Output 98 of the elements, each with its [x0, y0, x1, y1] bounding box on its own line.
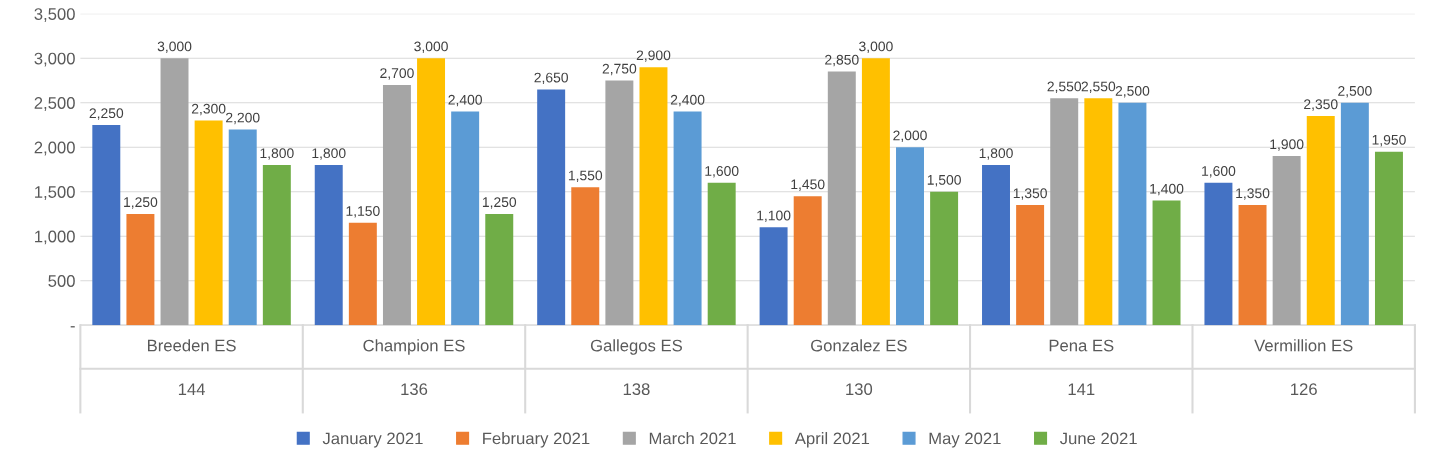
- data-label: 1,250: [482, 197, 517, 209]
- data-label: 2,550: [1047, 81, 1082, 93]
- legend-label: April 2021: [794, 432, 870, 448]
- bar: [194, 120, 223, 326]
- bar: [861, 58, 890, 326]
- bar: [1272, 156, 1301, 326]
- y-tick-label: 1,500: [35, 186, 75, 200]
- data-label: 2,500: [1338, 85, 1372, 98]
- data-label: 2,200: [226, 112, 260, 125]
- bar: [1374, 151, 1403, 326]
- bar: [537, 89, 566, 326]
- data-label: 1,150: [346, 206, 380, 218]
- bar: [673, 111, 702, 326]
- x-tick-label: Gonzalez ES: [811, 339, 907, 352]
- text: 130: [846, 383, 873, 396]
- y-tick-label: 3,000: [34, 52, 75, 67]
- data-label: 2,900: [636, 50, 671, 62]
- bar: [930, 191, 959, 326]
- bar: [1306, 116, 1335, 326]
- bar: [485, 213, 514, 326]
- text: 144: [178, 383, 205, 395]
- bar: [126, 213, 155, 326]
- bar: [1016, 205, 1045, 326]
- data-label: 1,800: [979, 148, 1013, 160]
- y-tick-label: 2,500: [34, 97, 75, 111]
- bar: [759, 227, 788, 326]
- legend-label: January 2021: [322, 432, 423, 448]
- data-label: 1,950: [1372, 134, 1406, 147]
- data-label: 2,400: [448, 94, 482, 107]
- data-label: 2,300: [191, 103, 226, 116]
- bar: [793, 196, 822, 326]
- legend-label: June 2021: [1059, 432, 1137, 445]
- bar: [262, 165, 291, 326]
- bar: [228, 129, 257, 326]
- data-label: 1,450: [791, 179, 825, 191]
- y-tick-label: 3,500: [34, 8, 75, 22]
- data-label: 2,350: [1304, 99, 1338, 111]
- bar: [827, 71, 856, 326]
- y-tick-label: -: [70, 326, 75, 328]
- data-label: 1,350: [1013, 188, 1047, 200]
- x-tick-label: Pena ES: [1049, 339, 1114, 352]
- bar: [348, 222, 377, 326]
- bar: [451, 111, 480, 326]
- data-label: 3,000: [414, 41, 448, 53]
- bar: [605, 80, 634, 326]
- x-tick-label: Champion ES: [363, 339, 465, 355]
- legend-label: March 2021: [649, 432, 736, 445]
- data-label: 2,550: [1081, 81, 1116, 93]
- text: 126: [1291, 383, 1317, 396]
- bar: [707, 182, 736, 326]
- data-label: 1,600: [705, 166, 739, 178]
- bar: [1204, 182, 1233, 326]
- bar: [896, 147, 924, 326]
- data-label: 1,800: [312, 148, 346, 160]
- x-tick-label: Breeden ES: [148, 339, 236, 352]
- data-label: 1,800: [260, 148, 294, 160]
- data-label: 2,000: [893, 130, 927, 142]
- data-label: 2,400: [670, 94, 705, 107]
- data-label: 1,400: [1150, 183, 1184, 196]
- data-label: 2,850: [825, 54, 859, 67]
- bar: [1340, 102, 1369, 326]
- bar: [1152, 200, 1181, 326]
- bar: [571, 187, 600, 326]
- data-label: 1,100: [757, 210, 791, 223]
- bar: [382, 84, 411, 326]
- data-label: 1,350: [1236, 188, 1270, 200]
- data-label: 2,700: [380, 68, 414, 80]
- data-label: 2,500: [1115, 85, 1150, 98]
- y-tick-label: 500: [48, 275, 75, 287]
- data-label: 1,250: [124, 197, 158, 209]
- y-tick-label: 2,000: [34, 141, 75, 156]
- x-tick-label: Gallegos ES: [590, 339, 682, 355]
- text: 141: [1068, 383, 1095, 395]
- data-label: 3,000: [859, 41, 893, 53]
- data-label: 2,750: [602, 63, 637, 76]
- text: 138: [623, 383, 650, 396]
- data-label: 2,250: [89, 108, 124, 120]
- data-label: 3,000: [157, 41, 192, 53]
- bar: [160, 58, 189, 326]
- legend-label: February 2021: [483, 432, 590, 448]
- data-label: 1,900: [1270, 139, 1304, 151]
- bar: [92, 124, 121, 326]
- data-label: 2,650: [534, 72, 568, 85]
- text: 136: [401, 383, 428, 396]
- bar: [1050, 98, 1079, 326]
- x-tick-label: Vermillion ES: [1254, 339, 1353, 352]
- bar: [1084, 98, 1113, 326]
- bar: [417, 58, 446, 326]
- y-tick-label: 1,000: [35, 230, 75, 245]
- bar: [1238, 205, 1267, 326]
- bar: [1118, 102, 1147, 326]
- legend-label: May 2021: [929, 432, 1001, 448]
- data-label: 1,600: [1202, 166, 1236, 178]
- bar: [314, 165, 343, 326]
- bar: [982, 165, 1010, 326]
- data-label: 1,500: [927, 174, 961, 187]
- bar: [639, 67, 668, 326]
- data-label: 1,550: [568, 170, 603, 182]
